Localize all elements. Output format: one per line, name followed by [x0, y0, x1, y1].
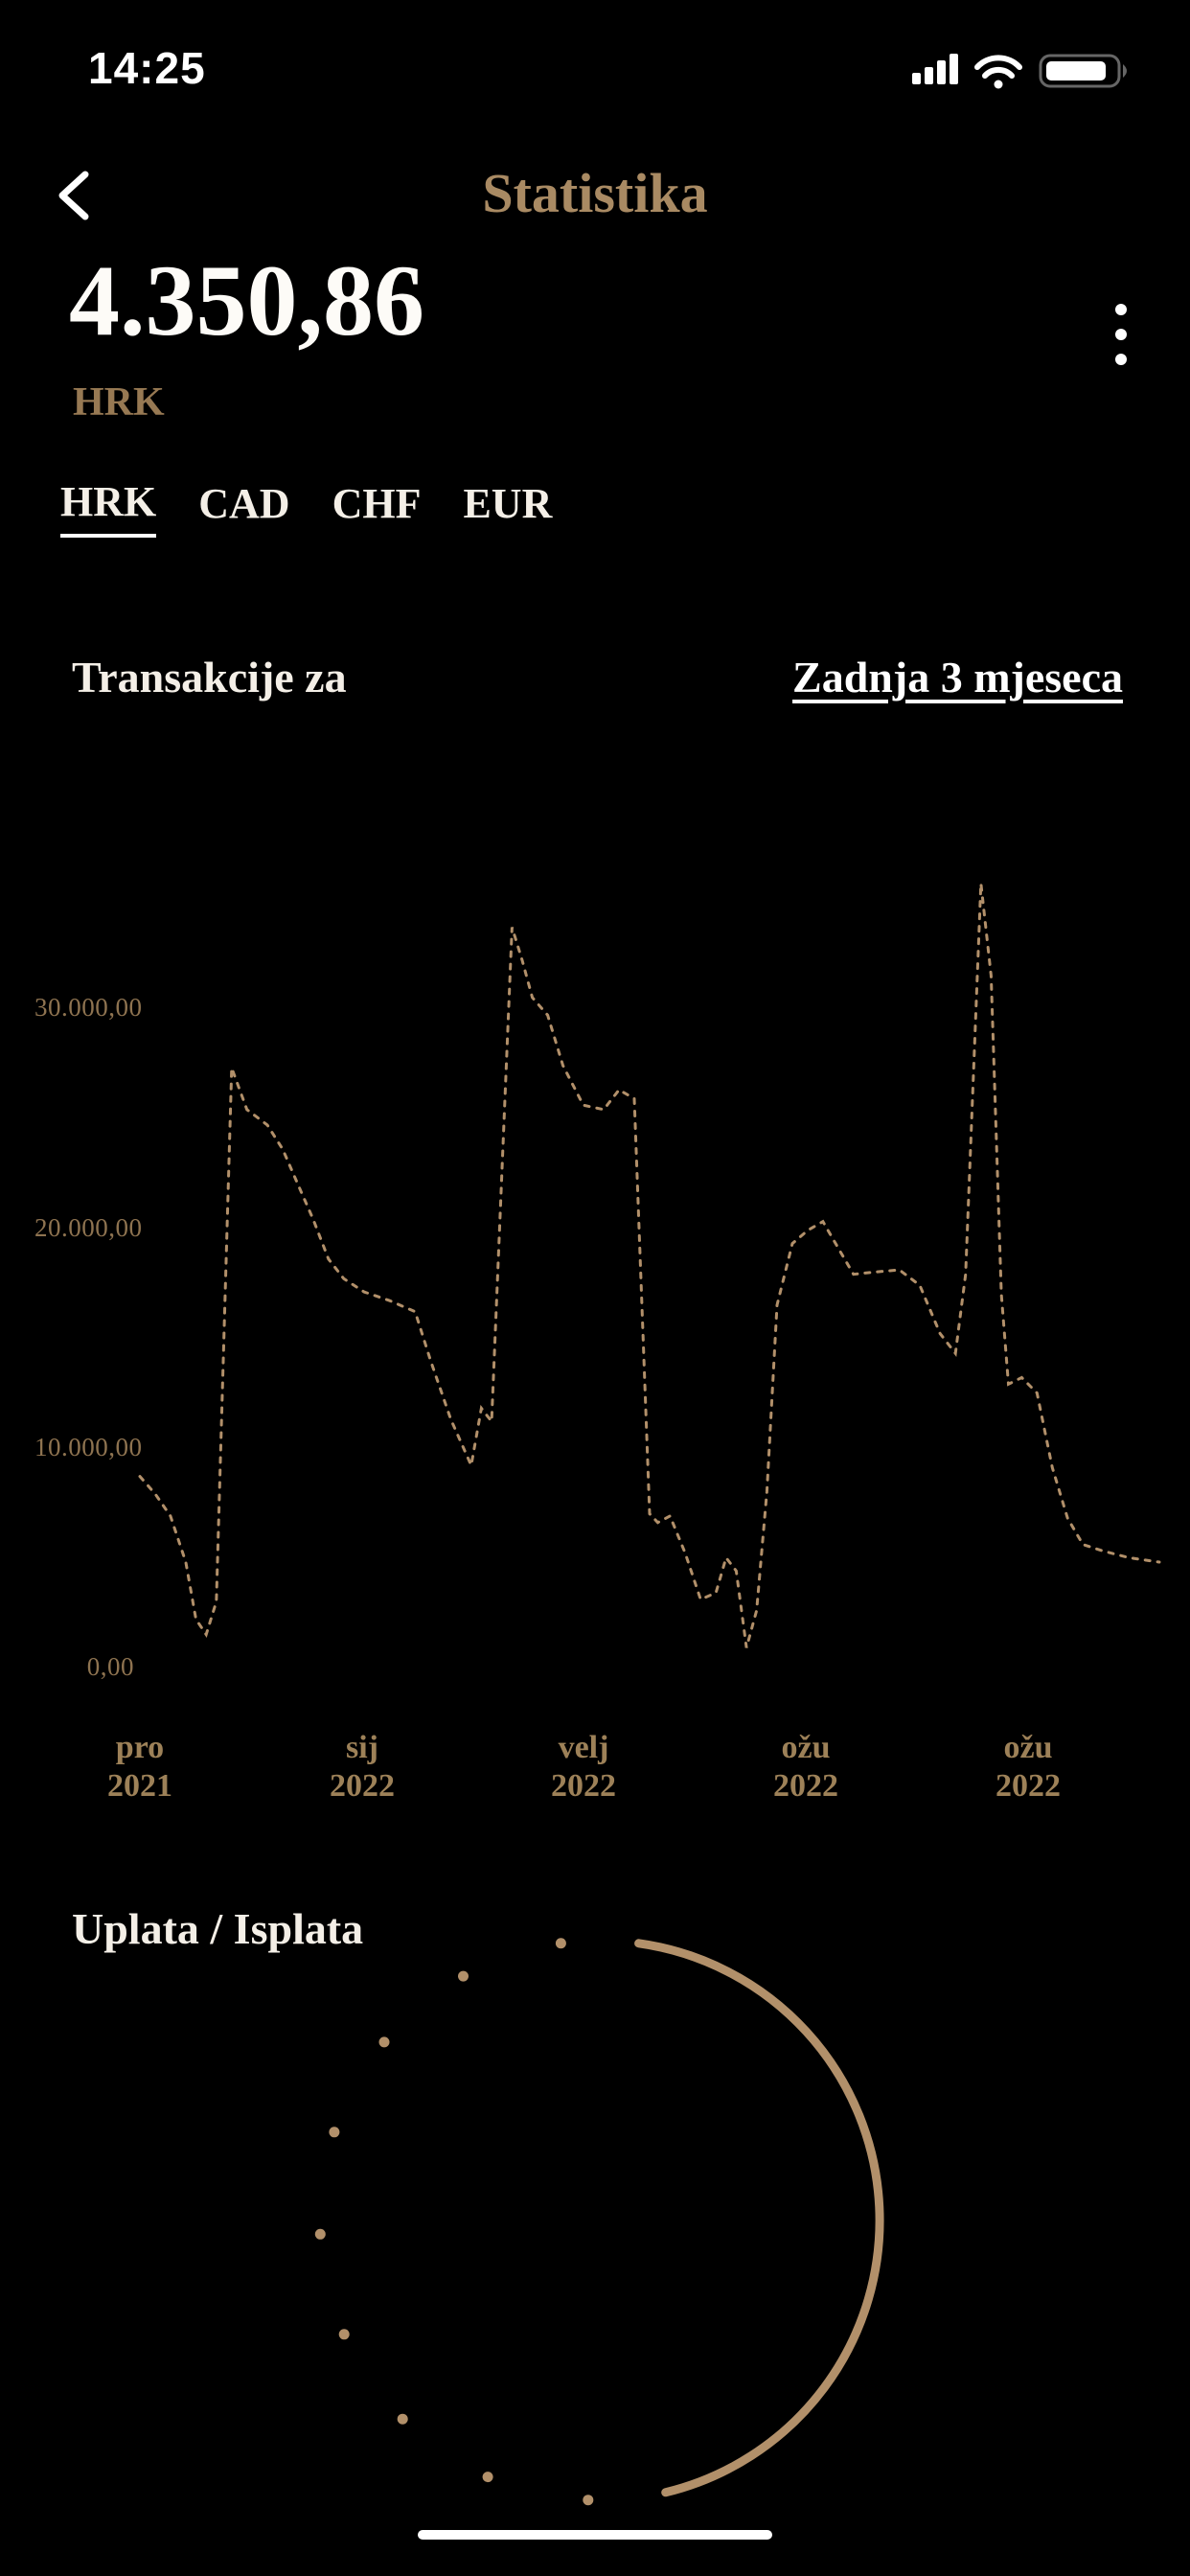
y-axis-tick-10000: 10.000,00	[34, 1433, 143, 1461]
x-axis-label-3: velj 2022	[551, 1730, 616, 1804]
cellular-signal-icon	[912, 54, 958, 84]
currency-tabs: HRK CAD CHF EUR	[60, 477, 552, 538]
y-axis-tick-0: 0,00	[86, 1652, 134, 1681]
uplata-isplata-donut-chart	[314, 1938, 884, 2506]
status-time: 14:25	[88, 43, 206, 93]
transactions-line-chart	[138, 883, 1161, 1648]
wifi-icon	[974, 55, 1022, 89]
y-axis-tick-30000: 30.000,00	[34, 993, 143, 1022]
balance-currency: HRK	[73, 380, 165, 425]
tab-eur[interactable]: EUR	[463, 477, 552, 538]
balance-amount: 4.350,86	[69, 244, 424, 356]
transactions-for-label: Transakcije za	[72, 653, 347, 702]
tab-cad[interactable]: CAD	[198, 477, 289, 538]
transactions-filter-row: Transakcije za Zadnja 3 mjeseca	[72, 652, 1123, 706]
x-axis-label-1: pro 2021	[107, 1730, 172, 1804]
chevron-left-icon	[58, 171, 89, 219]
tab-hrk[interactable]: HRK	[60, 477, 157, 538]
page-title: Statistika	[482, 162, 708, 224]
x-axis-label-2: sij 2022	[330, 1730, 395, 1804]
home-indicator[interactable]	[418, 2530, 772, 2540]
uplata-isplata-title: Uplata / Isplata	[72, 1904, 364, 1953]
back-button[interactable]	[42, 163, 109, 230]
kebab-menu-icon	[1115, 303, 1127, 365]
tab-chf[interactable]: CHF	[332, 477, 422, 538]
battery-icon	[1039, 54, 1127, 88]
y-axis-tick-20000: 20.000,00	[34, 1213, 143, 1242]
more-options-button[interactable]	[1102, 297, 1140, 374]
period-selector[interactable]: Zadnja 3 mjeseca	[792, 652, 1123, 706]
x-axis-label-5: ožu 2022	[995, 1730, 1061, 1804]
status-icons	[912, 54, 1127, 89]
x-axis-label-4: ožu 2022	[773, 1730, 838, 1804]
